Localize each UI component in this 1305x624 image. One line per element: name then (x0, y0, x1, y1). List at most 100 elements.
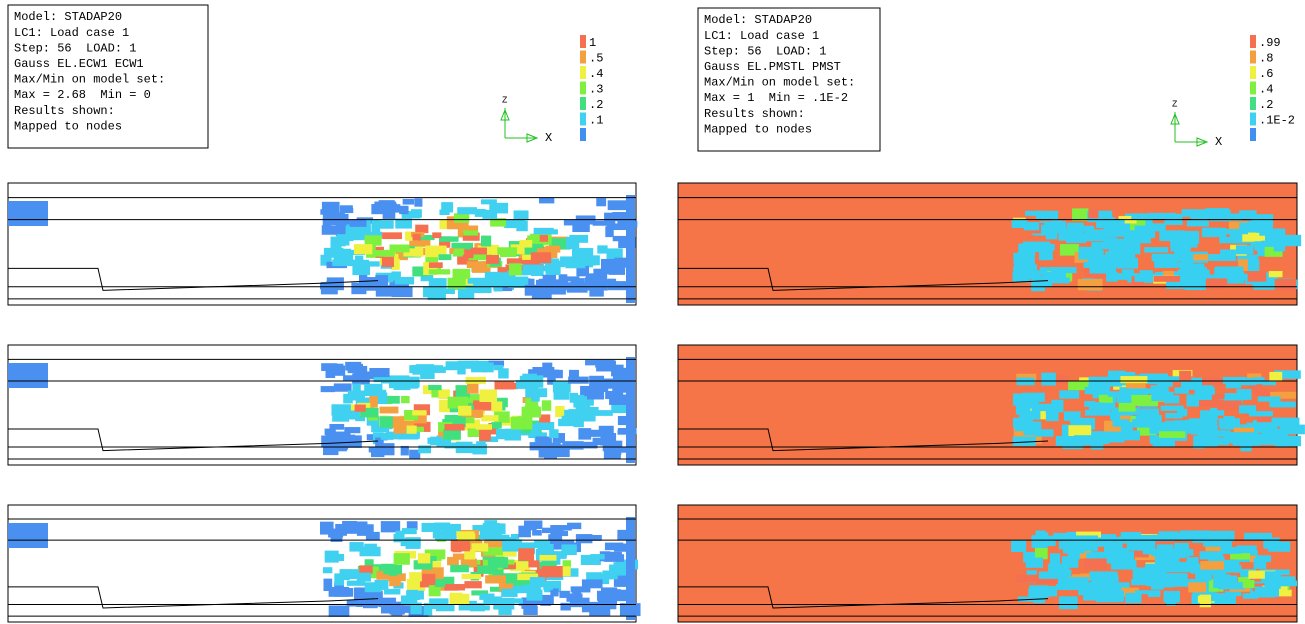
result-cell (504, 428, 522, 441)
result-cell (1200, 561, 1225, 570)
result-cell (380, 395, 400, 404)
result-cell (1086, 552, 1110, 562)
result-cell (609, 394, 627, 405)
result-cell (332, 553, 345, 562)
result-cell (1152, 534, 1175, 542)
result-cell (479, 531, 499, 540)
result-cell (1227, 213, 1243, 221)
result-cell (1217, 400, 1243, 411)
result-cell (412, 233, 421, 241)
result-cell (523, 243, 543, 256)
result-cell (1242, 593, 1259, 599)
result-cell (421, 522, 441, 532)
result-cell (1091, 242, 1116, 250)
result-cell (1203, 535, 1230, 547)
result-cell (401, 210, 421, 219)
triad-z-label: Z (1172, 99, 1178, 109)
result-cell (1220, 249, 1236, 261)
result-cell (1228, 221, 1248, 232)
info-box (7, 4, 209, 149)
result-cell (1199, 278, 1227, 289)
result-cell (1067, 549, 1080, 560)
result-cell (393, 553, 410, 565)
result-cell (452, 541, 462, 553)
result-cell (423, 286, 441, 298)
result-cell (1132, 567, 1157, 580)
result-cell (1134, 273, 1159, 282)
result-cell (1242, 232, 1265, 242)
result-cell (1259, 228, 1286, 236)
result-cell (578, 428, 592, 440)
result-cell (543, 546, 554, 553)
legend-swatch (580, 112, 586, 126)
result-cell (410, 602, 422, 615)
info-line: Gauss EL.ECW1 ECW1 (14, 57, 144, 71)
result-cell (400, 445, 409, 456)
legend-label: .1E-2 (1259, 114, 1295, 128)
result-cell (1226, 228, 1249, 235)
result-cell (1190, 209, 1211, 220)
result-cell (1224, 591, 1236, 605)
result-cell (1274, 278, 1297, 291)
result-cell (612, 235, 628, 242)
result-cell (1165, 412, 1183, 419)
result-cell (1131, 276, 1145, 288)
result-cell (501, 285, 513, 292)
result-cell (528, 560, 540, 568)
result-cell (497, 247, 517, 255)
result-cell (1083, 594, 1103, 601)
result-cell (353, 244, 373, 255)
result-cell (1269, 401, 1296, 408)
result-cell (1044, 243, 1055, 251)
result-cell (1131, 394, 1159, 406)
result-cell (1156, 378, 1168, 392)
result-cell (586, 407, 599, 416)
result-cell (585, 360, 603, 366)
result-cell (489, 202, 509, 214)
mesh-outline (8, 428, 379, 452)
result-cell (421, 567, 444, 580)
result-cell (1242, 579, 1255, 589)
result-cell (612, 212, 634, 222)
result-cell (1223, 564, 1242, 573)
result-cell (550, 530, 569, 537)
result-cell (603, 378, 626, 389)
result-cell (1159, 230, 1185, 242)
result-cell (1151, 391, 1174, 402)
mesh-outline (678, 586, 1049, 609)
result-cell (560, 256, 579, 266)
model-panel (677, 344, 1305, 466)
info-line: Mapped to nodes (14, 119, 122, 133)
result-cell (614, 543, 635, 552)
result-cell (592, 220, 610, 226)
result-cell (479, 389, 497, 403)
result-cell (543, 581, 553, 591)
result-cell (428, 384, 442, 391)
result-cell (431, 561, 441, 568)
result-cell (365, 531, 380, 541)
result-cell (484, 271, 500, 285)
result-cell (607, 200, 627, 211)
info-line: Max = 2.68 Min = 0 (14, 88, 151, 102)
result-cell (545, 245, 561, 253)
result-cell (325, 370, 336, 379)
result-cell (380, 432, 394, 440)
result-cell (464, 549, 476, 560)
result-cell (562, 560, 571, 569)
result-cell (519, 240, 533, 248)
result-cell (1214, 267, 1237, 279)
result-cell (430, 436, 443, 446)
result-cell (545, 369, 560, 378)
result-cell (562, 441, 584, 450)
result-cell (382, 208, 396, 219)
result-cell (1175, 547, 1187, 559)
result-cell (413, 560, 433, 570)
result-cell (524, 278, 535, 287)
result-cell (1048, 563, 1070, 576)
result-cell (495, 428, 510, 440)
result-cell (346, 580, 366, 586)
result-cell (385, 431, 403, 440)
result-cell (513, 210, 529, 220)
result-cell (529, 577, 546, 588)
result-cell (431, 386, 441, 398)
